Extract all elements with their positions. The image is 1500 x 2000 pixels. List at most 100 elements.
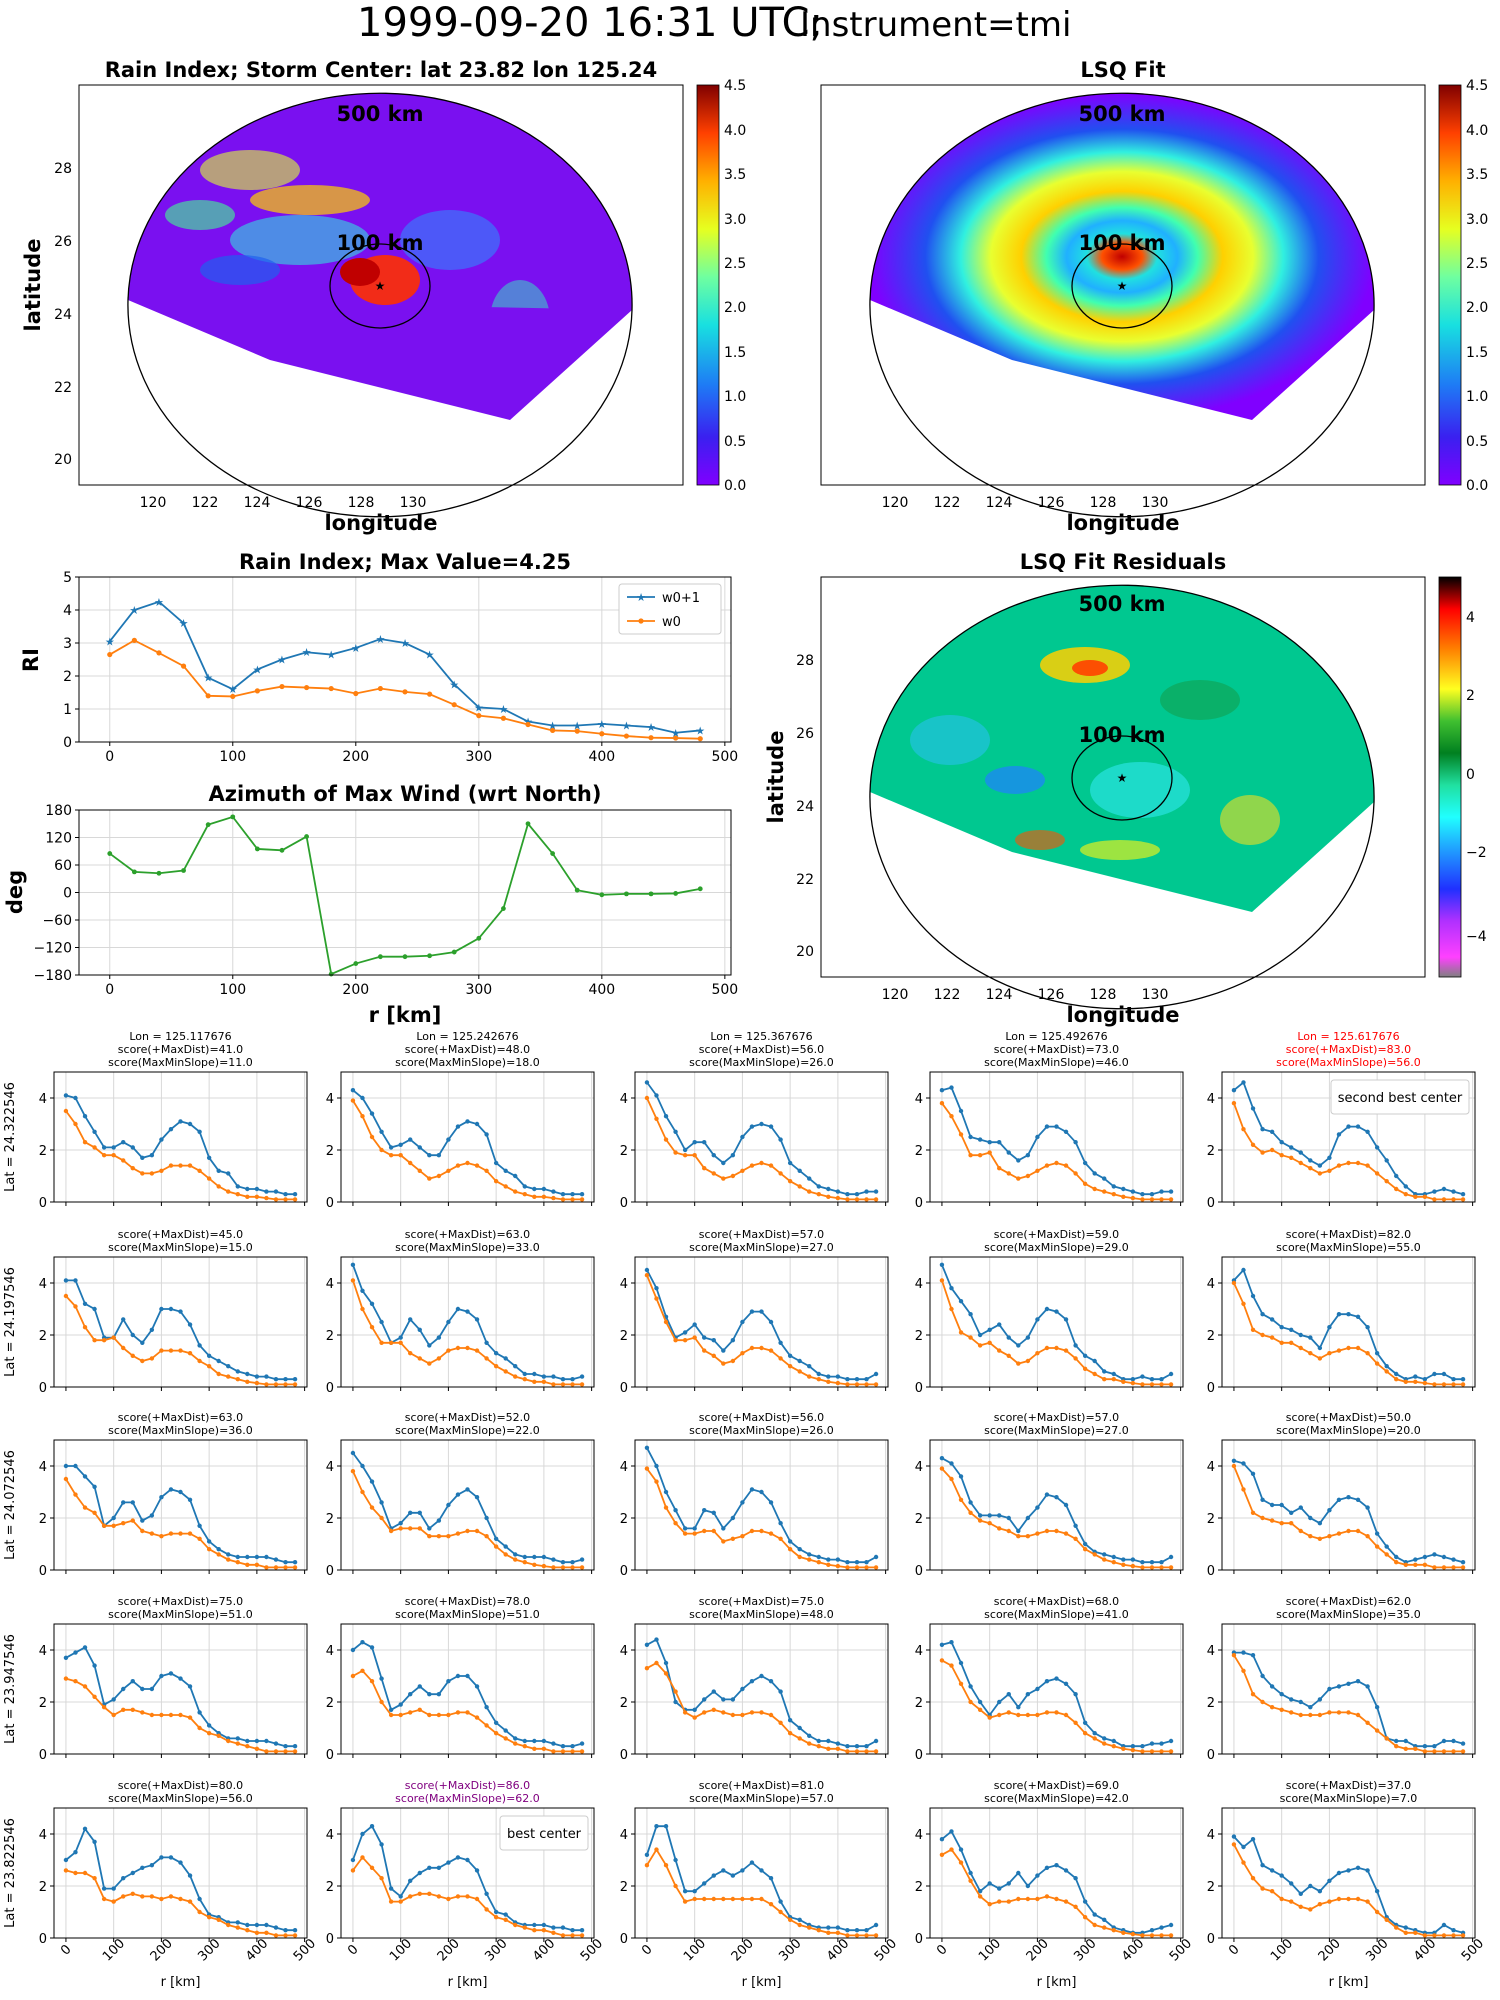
w0-plus-1-series-marker: ★: [621, 720, 631, 733]
w0-plus-1-series-marker: [1279, 1873, 1284, 1878]
w0-plus-1-series-marker: [1063, 1317, 1069, 1322]
w0-series-marker: [1025, 1173, 1031, 1179]
w0-plus-1-series-marker: [977, 1699, 983, 1705]
w0-series-marker: [206, 1364, 212, 1369]
w0-plus-1-series-marker: [379, 1676, 384, 1681]
w0-plus-1-series-marker: [778, 1689, 783, 1694]
w0-series-marker: [235, 1741, 240, 1746]
w0-series-marker: [1016, 1176, 1021, 1181]
w0-series-marker: [63, 1293, 69, 1299]
w0-series-marker: [654, 1847, 659, 1852]
grid-panel-r1-c4: score(+MaxDist)=82.0score(MaxMinSlope)=5…: [1207, 1228, 1476, 1396]
w0-series-marker: [101, 1523, 107, 1529]
w0-series-marker: [484, 1723, 489, 1728]
w0-series-marker: [1289, 1710, 1294, 1715]
w0-plus-1-series-marker: [778, 1521, 783, 1526]
w0-series-marker: [749, 1710, 755, 1715]
w0-plus-1-series-marker: [1432, 1744, 1437, 1749]
w0-series-marker: [807, 1374, 812, 1379]
w0-plus-1-series-marker: [1016, 1343, 1021, 1348]
w0-series-marker: [168, 1894, 174, 1899]
w0-plus-1-series-marker: [1422, 1377, 1428, 1382]
w0-plus-1-series-marker: ★: [474, 701, 484, 714]
w0-plus-1-series-marker: [283, 1377, 288, 1382]
w0-series-marker: [1054, 1160, 1059, 1166]
w0-plus-1-series-marker: [1111, 1554, 1116, 1560]
w0-plus-1-series-marker: [82, 1826, 88, 1832]
w0-plus-1-series-marker: [264, 1738, 269, 1744]
w0-plus-1-series-marker: [864, 1189, 869, 1194]
w0-plus-1-series-marker: [759, 1673, 764, 1679]
w0-series-marker: [968, 1153, 973, 1158]
w0-plus-1-series-marker: [949, 1085, 954, 1090]
w0-series-marker: [436, 1356, 442, 1361]
w0-plus-1-series-marker: [1346, 1681, 1351, 1687]
w0-series-marker: [350, 1278, 356, 1283]
w0-series-marker: [682, 1710, 688, 1715]
w0-plus-1-series-marker: [1121, 1557, 1126, 1562]
w0-series-marker: [369, 1865, 375, 1871]
rain-profile-ylabel: RI: [19, 648, 43, 672]
w0-series: [941, 1848, 1172, 1937]
panel-maxdist-score: score(+MaxDist)=81.0: [699, 1779, 824, 1792]
w0-series-marker: [111, 1712, 116, 1718]
w0-series-marker: [1260, 1332, 1265, 1338]
w0-series-marker: [816, 1377, 821, 1382]
w0-series-marker: [835, 1195, 841, 1201]
w0-series-marker: [484, 1356, 489, 1361]
w0-series-marker: [845, 1197, 850, 1202]
w0-plus-1-series-marker: [1441, 1371, 1447, 1377]
y-tick-label: 4: [915, 1828, 923, 1843]
w0-series-marker: [1073, 1904, 1078, 1910]
w0-series-marker: [178, 1531, 183, 1536]
w0-series-marker: [264, 1749, 269, 1754]
w0-plus-1-series-marker: [130, 1870, 135, 1876]
w0-series-marker: [968, 1878, 973, 1884]
w0-series: [1233, 1465, 1464, 1569]
w0-series-marker: [273, 1933, 279, 1938]
w0-series-marker: [1308, 1907, 1313, 1912]
w0-series-marker: [1413, 1194, 1418, 1200]
w0-series-marker: [682, 1531, 688, 1536]
w0-series-marker: [560, 1197, 566, 1202]
w0-plus-1-series-marker: [579, 1192, 585, 1197]
w0-plus-1-series-marker: [1365, 1505, 1370, 1510]
w0-series-marker: [360, 1855, 365, 1860]
w0-series-marker: [1413, 1930, 1418, 1936]
w0-series-marker: [654, 1296, 659, 1301]
w0-series-marker: [692, 1531, 697, 1536]
w0-series-marker: [159, 1896, 164, 1902]
w0-plus-1-series-marker: ★: [129, 604, 139, 617]
w0-series-marker: [63, 1476, 69, 1482]
w0-plus-1-series-marker: [140, 1155, 145, 1161]
w0-series-marker: [1269, 1705, 1275, 1710]
panel-xlabel: r [km]: [1037, 1975, 1077, 1990]
w0-series-marker: [997, 1526, 1002, 1531]
w0-series-marker: [1317, 1536, 1323, 1542]
panel-maxminslope-score: score(MaxMinSlope)=15.0: [108, 1241, 253, 1254]
w0-series-marker: [1231, 1463, 1237, 1469]
cbar-tick: −4: [1466, 929, 1487, 945]
w0-series-marker: [654, 1116, 659, 1122]
w0-plus-1-series-marker: [968, 1684, 973, 1689]
azimuth-series-marker: [304, 834, 309, 839]
w0-series-marker: [149, 1356, 155, 1361]
radius-100km-circle: [1071, 243, 1173, 329]
w0-plus-1-series-marker: [854, 1560, 860, 1565]
w0-plus-1-series-marker: [1346, 1868, 1351, 1873]
y-tick-label: 2: [326, 1144, 334, 1159]
w0-series-marker: [1054, 1345, 1059, 1351]
w0-series-marker: [1260, 1515, 1265, 1521]
w0-plus-1-series-marker: [474, 1317, 480, 1322]
azimuth-series-marker: [673, 891, 679, 896]
w0-plus-1-series-marker: [1432, 1552, 1437, 1557]
y-tick-label: 2: [39, 1144, 47, 1159]
axes-frame: [53, 1807, 308, 1939]
w0-plus-1-series-marker: [1327, 1325, 1332, 1330]
w0-plus-1-series-marker: [1102, 1917, 1107, 1923]
axes-frame: [340, 1071, 595, 1203]
w0-series-marker: [1298, 1528, 1303, 1534]
w0-series-marker: [1269, 1147, 1275, 1153]
w0-plus-1-series-marker: [958, 1847, 964, 1852]
azimuth-series: [109, 815, 701, 976]
